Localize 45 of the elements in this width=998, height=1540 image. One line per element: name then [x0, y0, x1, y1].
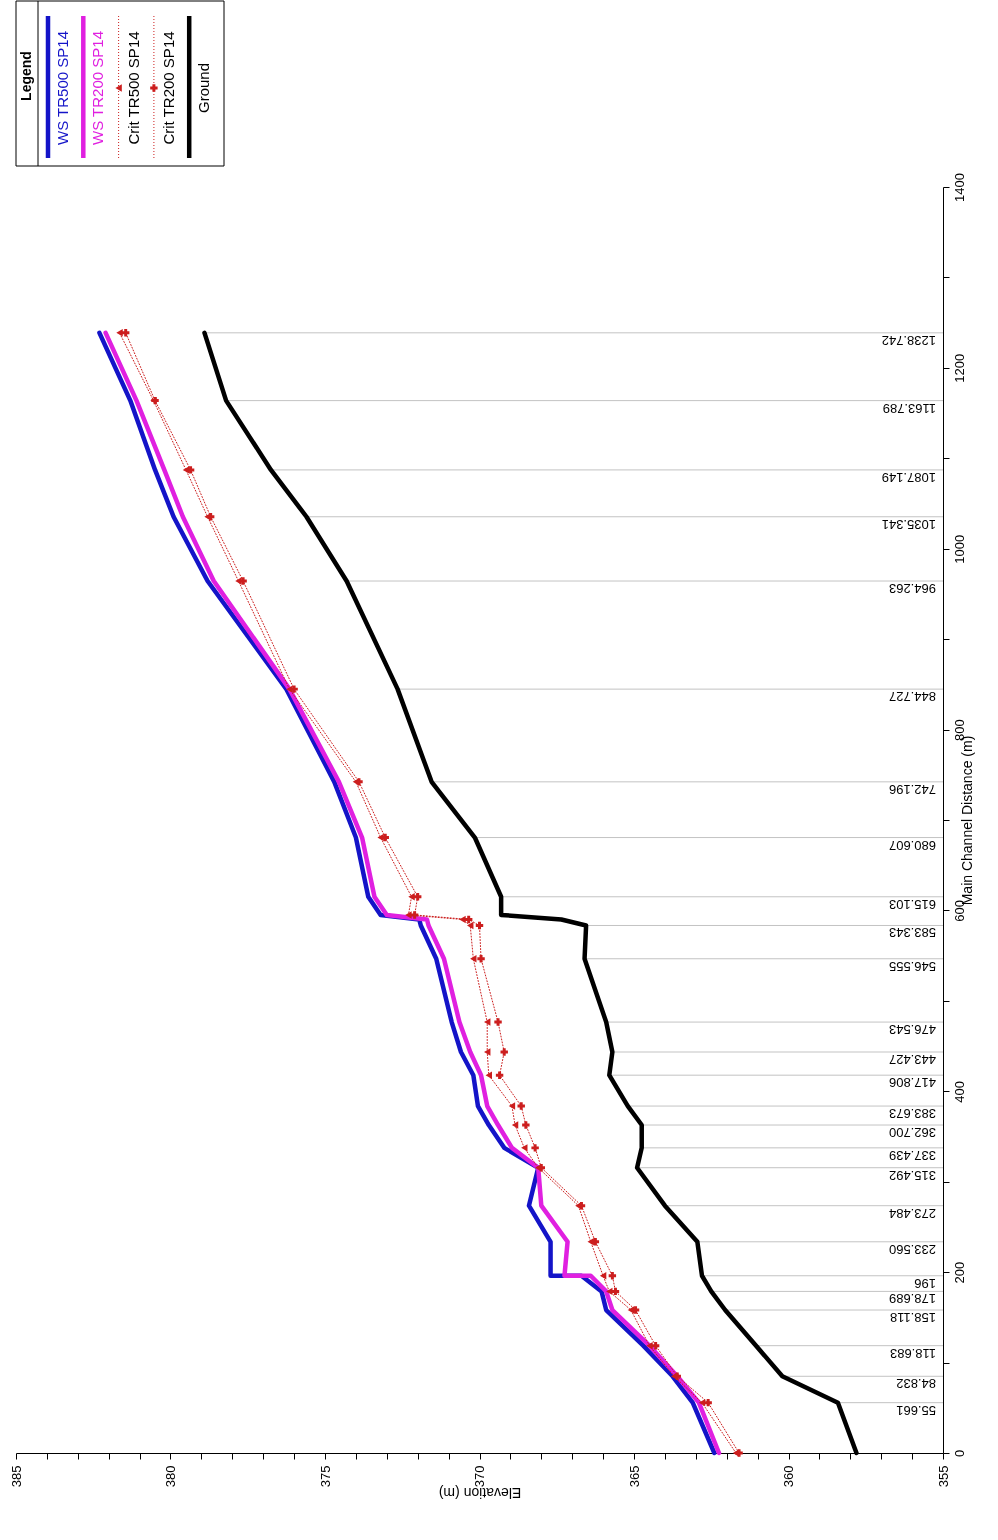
- ref-line-label: 583.343: [889, 925, 936, 941]
- ref-line-label: 680.607: [889, 837, 936, 853]
- x-tick-label: 385: [8, 1465, 24, 1488]
- ref-line-label: 1087.149: [881, 469, 936, 485]
- y-tick-label: 1400: [951, 173, 967, 202]
- ref-line-label: 337.439: [889, 1147, 936, 1163]
- ref-line-label: 964.263: [889, 581, 936, 597]
- y-tick-label: 1000: [951, 534, 967, 564]
- ref-line-label: 233.560: [889, 1241, 936, 1257]
- x-tick-label: 380: [163, 1465, 178, 1488]
- ref-line-label: 196: [914, 1275, 936, 1291]
- legend-label: Crit TR200 SP14: [159, 31, 177, 145]
- ref-line-label: 118.683: [889, 1345, 936, 1361]
- x-tick-label: 370: [472, 1465, 487, 1488]
- x-tick-label: 375: [317, 1465, 333, 1488]
- legend-label: Crit TR500 SP14: [124, 31, 142, 145]
- ref-line-label: 158.118: [889, 1310, 936, 1326]
- ref-line-label: 315.492: [889, 1167, 936, 1183]
- ref-line-label: 1238.742: [881, 332, 936, 348]
- ref-line-label: 476.543: [889, 1022, 936, 1038]
- ref-line-label: 383.673: [889, 1106, 936, 1122]
- y-tick-label: 1200: [951, 353, 967, 383]
- ref-line-label: 546.555: [889, 958, 936, 974]
- text: Ground: [195, 62, 213, 114]
- ref-line-label: 178.689: [889, 1291, 936, 1307]
- ref-line-label: 615.103: [889, 896, 936, 912]
- ref-line-label: 742.196: [889, 781, 936, 797]
- text: WS TR200 SP14: [89, 31, 107, 145]
- ref-line-label: 443.427: [889, 1052, 936, 1068]
- y-tick-label: 200: [951, 1261, 967, 1284]
- legend-title: Legend: [18, 51, 34, 101]
- ref-line-label: 362.700: [889, 1125, 936, 1141]
- ref-line-label: 417.806: [889, 1075, 936, 1091]
- y-tick-label: 400: [951, 1080, 967, 1103]
- ref-line-label: 1035.341: [881, 516, 936, 532]
- x-tick-label: 365: [626, 1465, 642, 1488]
- ref-line-label: 844.727: [889, 689, 936, 705]
- x-tick-label: 355: [935, 1465, 951, 1488]
- ref-line-label: 273.484: [889, 1205, 936, 1221]
- ref-line-label: 1163.789: [882, 400, 936, 416]
- x-tick-label: 360: [781, 1465, 796, 1488]
- y-tick-label: 0: [951, 1449, 967, 1458]
- ref-line-label: 84.832: [896, 1376, 936, 1392]
- text: WS TR500 SP14: [54, 31, 71, 145]
- ref-line-label: 55.661: [896, 1402, 936, 1418]
